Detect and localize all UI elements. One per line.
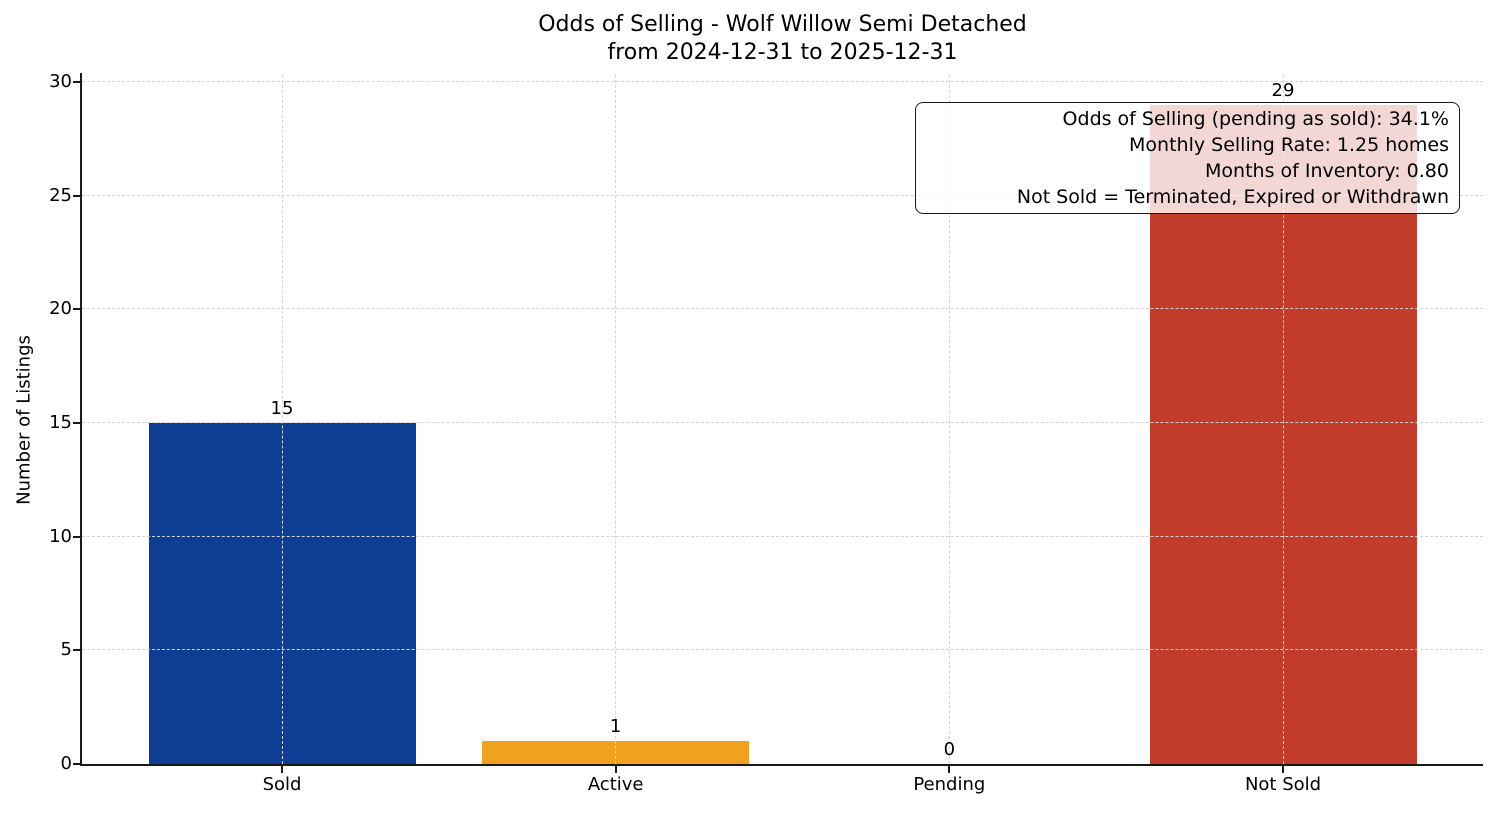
- x-tick-label-sold: Sold: [262, 774, 302, 795]
- y-tick-mark-0: [73, 763, 80, 765]
- bar-value-label-active: 1: [609, 716, 622, 737]
- gridline-h-30: [82, 81, 1483, 82]
- y-tick-mark-25: [73, 194, 80, 197]
- gridline-v-pending: [948, 75, 950, 764]
- x-tick-mark-sold: [281, 766, 283, 773]
- y-tick-label-25: 25: [49, 184, 72, 206]
- gridline-v-active: [615, 75, 617, 764]
- gridline-h-25: [82, 194, 1483, 196]
- y-axis-spine: [80, 73, 82, 766]
- bar-value-label-pending: 0: [943, 739, 956, 760]
- x-tick-label-pending: Pending: [913, 774, 986, 795]
- chart-title: Odds of Selling - Wolf Willow Semi Detac…: [538, 12, 1027, 37]
- y-tick-mark-30: [73, 81, 80, 83]
- y-tick-mark-5: [73, 649, 80, 652]
- annotation-line-not-sold-def: Not Sold = Terminated, Expired or Withdr…: [1016, 186, 1449, 208]
- y-tick-label-0: 0: [60, 753, 72, 774]
- y-tick-label-5: 5: [60, 639, 72, 661]
- x-tick-mark-active: [614, 766, 617, 773]
- y-tick-label-10: 10: [49, 525, 72, 547]
- annotation-box: Odds of Selling (pending as sold): 34.1%…: [915, 102, 1460, 214]
- bar-value-label-sold: 15: [270, 398, 294, 419]
- y-tick-mark-10: [73, 535, 80, 538]
- y-tick-label-30: 30: [49, 71, 72, 92]
- y-tick-mark-15: [73, 422, 80, 424]
- x-axis-spine: [80, 764, 1483, 766]
- y-tick-label-15: 15: [49, 412, 72, 433]
- x-tick-label-active: Active: [587, 774, 644, 795]
- y-tick-label-20: 20: [49, 298, 72, 320]
- plot-area: 15 1 0 29: [82, 75, 1483, 764]
- bar-value-label-not-sold: 29: [1271, 80, 1295, 101]
- gridline-h-5: [82, 649, 1483, 651]
- y-tick-mark-20: [73, 308, 80, 311]
- gridline-v-not-sold: [1282, 75, 1284, 764]
- gridline-v-sold: [281, 75, 283, 764]
- gridline-h-10: [82, 535, 1483, 537]
- gridline-h-15: [82, 422, 1483, 423]
- chart-subtitle: from 2024-12-31 to 2025-12-31: [607, 40, 958, 65]
- x-tick-mark-not-sold: [1282, 766, 1284, 773]
- x-tick-mark-pending: [948, 766, 951, 773]
- annotation-line-odds: Odds of Selling (pending as sold): 34.1%: [1062, 108, 1449, 130]
- annotation-line-inventory: Months of Inventory: 0.80: [1205, 160, 1449, 182]
- gridline-h-20: [82, 308, 1483, 310]
- x-tick-label-not-sold: Not Sold: [1244, 774, 1322, 795]
- annotation-line-selling-rate: Monthly Selling Rate: 1.25 homes: [1129, 134, 1449, 156]
